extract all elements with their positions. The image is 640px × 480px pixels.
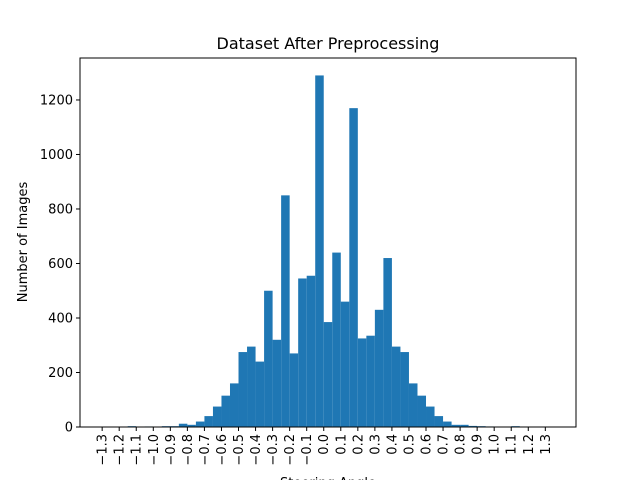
bar — [468, 425, 478, 427]
y-tick-label: 800 — [48, 202, 73, 217]
x-tick-label: 0.1 — [334, 434, 349, 455]
x-tick-label: −0.4 — [249, 434, 264, 466]
bar — [306, 275, 316, 427]
y-tick-label: 0 — [65, 421, 73, 436]
y-tick-label: 200 — [48, 366, 73, 381]
x-tick-label: 0.3 — [368, 434, 383, 455]
bar — [408, 383, 418, 427]
x-tick-label: 1.0 — [488, 434, 503, 455]
y-tick-label: 600 — [48, 257, 73, 272]
bar — [332, 252, 341, 427]
x-tick-label: −0.6 — [215, 434, 230, 466]
x-tick-label: 0.9 — [471, 434, 486, 455]
bar — [264, 290, 273, 427]
x-tick-label: 0.5 — [402, 434, 417, 455]
bar — [417, 395, 427, 427]
x-tick-label: 0.8 — [454, 434, 469, 455]
x-tick-label: −0.9 — [164, 434, 179, 466]
x-tick-label: −0.1 — [300, 434, 315, 466]
bar — [340, 301, 350, 427]
bar — [247, 346, 256, 427]
x-tick-label: −1.0 — [147, 434, 162, 466]
x-tick-label: −0.2 — [283, 434, 298, 466]
bar — [281, 195, 290, 427]
bar — [178, 423, 188, 427]
bar — [383, 258, 392, 427]
x-tick-label: 1.1 — [505, 434, 520, 455]
axes-frame — [79, 57, 577, 428]
bar — [187, 424, 196, 427]
bar — [400, 352, 409, 427]
chart-title: Dataset After Preprocessing — [217, 34, 440, 53]
bar — [323, 322, 333, 427]
x-tick-label: −1.2 — [113, 434, 128, 466]
bar — [460, 424, 469, 427]
y-tick-label: 1000 — [40, 148, 73, 163]
x-tick-label: 1.3 — [539, 434, 554, 455]
bar — [349, 108, 358, 428]
bar — [204, 416, 213, 427]
bar — [255, 361, 265, 427]
bar — [434, 416, 444, 427]
x-tick-label: −1.1 — [130, 434, 145, 466]
bar — [357, 338, 367, 427]
bar — [272, 339, 282, 427]
bar — [315, 75, 324, 428]
y-tick-label: 400 — [48, 311, 73, 326]
bar — [443, 421, 452, 427]
y-tick-label: 1200 — [40, 93, 73, 108]
x-tick-label: −0.3 — [266, 434, 281, 466]
x-tick-label: −0.8 — [181, 434, 196, 466]
bar — [374, 309, 384, 427]
x-tick-label: 0.4 — [385, 434, 400, 455]
bar — [195, 421, 205, 427]
bar — [212, 406, 222, 427]
y-axis-label: Number of Images — [16, 182, 31, 303]
x-axis-label: Steering Angle — [280, 476, 376, 480]
x-tick-label: 0.2 — [351, 434, 366, 455]
x-tick-label: 0.0 — [317, 434, 332, 455]
x-tick-label: 1.2 — [522, 434, 537, 455]
bar — [238, 352, 248, 427]
x-tick-label: 0.7 — [437, 434, 452, 455]
bar — [426, 406, 435, 427]
bar — [229, 383, 239, 427]
x-tick-label: −0.7 — [198, 434, 213, 466]
bar — [366, 335, 375, 427]
bar — [289, 353, 299, 427]
bar — [391, 346, 401, 427]
x-tick-label: −1.3 — [96, 434, 111, 466]
bar — [221, 395, 230, 427]
x-tick-label: 0.6 — [420, 434, 435, 455]
bar — [451, 424, 461, 427]
bar — [298, 278, 307, 427]
x-tick-label: −0.5 — [232, 434, 247, 466]
